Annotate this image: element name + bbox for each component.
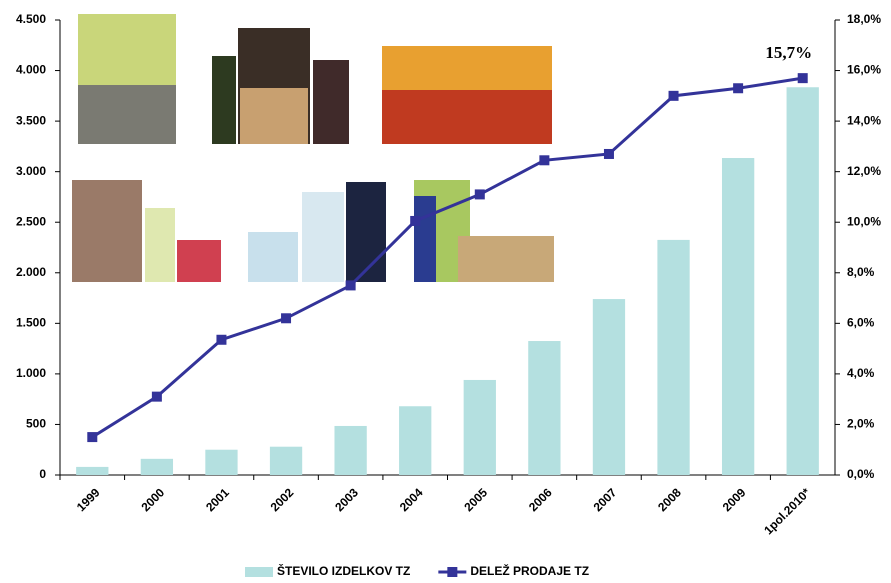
bar [657,239,690,475]
product-image [302,192,344,282]
product-image [248,232,298,282]
legend-label: DELEŽ PRODAJE TZ [470,563,589,578]
y-tick-label: 1.000 [16,366,46,380]
legend-swatch [447,567,458,577]
bar [205,449,238,475]
x-tick-label: 1999 [74,485,103,514]
y-tick-label: 0 [39,467,46,481]
marker [410,215,421,226]
x-tick-label: 2009 [720,485,749,514]
bar [76,466,109,475]
marker [733,83,744,94]
bar [592,299,626,475]
line [91,76,803,439]
product-image [240,88,308,144]
bar [528,341,561,475]
y-tick-label: 4.500 [16,12,46,26]
product-image [346,182,386,282]
y-tick-label: 2.000 [16,265,46,279]
product-images [72,14,554,282]
bar [399,406,432,475]
bar [786,87,819,475]
y-tick-label: 4.000 [16,63,46,77]
product-image [177,240,221,282]
marker [603,148,614,159]
x-tick-label: 1pol.2010* [761,485,813,537]
x-tick-label: 2001 [203,485,232,514]
y2-tick-label: 18,0% [847,12,881,26]
y2-tick-label: 6,0% [847,316,875,330]
x-tick-label: 2003 [332,485,361,514]
data-label: 15,7% [765,43,812,62]
product-image [78,85,176,144]
x-tick-label: 2006 [526,485,555,514]
marker [151,391,162,402]
legend-swatch [245,567,273,577]
product-image [72,180,142,282]
marker [539,155,550,166]
product-image [313,60,349,144]
bar [269,446,303,475]
y-tick-label: 3.000 [16,164,46,178]
y2-tick-label: 0,0% [847,467,875,481]
marker [474,189,485,200]
y-tick-label: 1.500 [16,316,46,330]
marker [87,432,98,443]
x-tick-label: 2008 [655,485,684,514]
x-tick-label: 2004 [397,485,426,514]
y-tick-label: 2.500 [16,214,46,228]
bar [334,425,367,475]
x-tick-label: 2000 [138,485,167,514]
bar [463,379,496,475]
x-tick-label: 2002 [268,485,297,514]
marker [216,334,227,345]
bar [140,458,174,475]
product-image [145,208,175,282]
x-tick-label: 2005 [461,485,490,514]
product-image [414,196,436,282]
marker [668,90,679,101]
x-tick-label: 2007 [591,485,620,514]
marker [797,73,808,84]
legend: ŠTEVILO IZDELKOV TZ DELEŽ PRODAJE TZ [245,563,589,578]
product-image [458,236,554,282]
marker [281,313,292,324]
bar [721,158,755,475]
y2-tick-label: 16,0% [847,63,881,77]
product-image [382,90,552,144]
y-tick-label: 500 [26,417,46,431]
y-tick-label: 3.500 [16,113,46,127]
y2-tick-label: 10,0% [847,214,881,228]
legend-label: ŠTEVILO IZDELKOV TZ [277,563,410,578]
y2-tick-label: 14,0% [847,113,881,127]
marker [345,280,356,291]
y2-tick-label: 4,0% [847,366,875,380]
product-image [212,56,236,144]
y2-tick-label: 2,0% [847,417,875,431]
y2-tick-label: 8,0% [847,265,875,279]
y2-tick-label: 12,0% [847,164,881,178]
